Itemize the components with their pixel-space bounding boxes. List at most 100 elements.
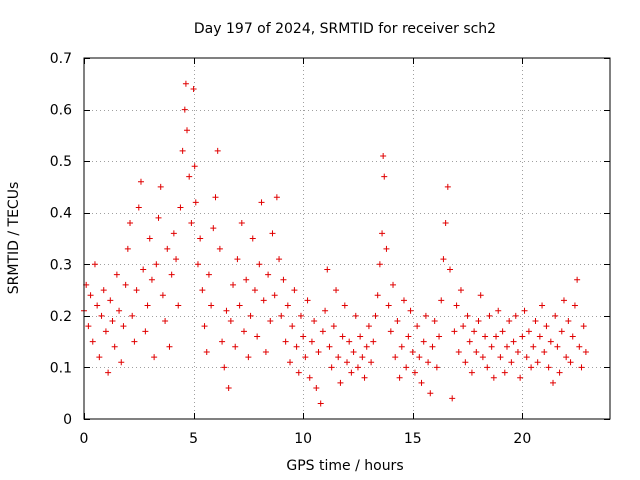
data-point xyxy=(539,302,546,309)
data-point xyxy=(348,369,355,376)
data-point xyxy=(210,225,217,232)
data-point xyxy=(300,333,307,340)
data-point xyxy=(102,328,109,335)
data-point xyxy=(203,348,210,355)
data-point xyxy=(208,302,215,309)
data-point xyxy=(282,338,289,345)
data-point xyxy=(113,271,120,278)
data-point xyxy=(293,343,300,350)
data-point xyxy=(94,302,101,309)
data-point xyxy=(440,256,447,263)
data-point xyxy=(427,390,434,397)
data-point xyxy=(392,354,399,361)
data-point xyxy=(223,307,230,314)
data-point xyxy=(238,220,245,227)
data-point xyxy=(146,235,153,242)
x-tick-label: 0 xyxy=(80,431,89,447)
data-point xyxy=(499,328,506,335)
data-point xyxy=(380,152,387,159)
data-point xyxy=(190,85,197,92)
data-point xyxy=(425,359,432,366)
data-point xyxy=(96,354,103,361)
data-point xyxy=(291,287,298,294)
data-point xyxy=(475,318,482,325)
data-point xyxy=(409,348,416,355)
data-point xyxy=(256,261,263,268)
data-point xyxy=(365,323,372,330)
data-point xyxy=(519,333,526,340)
data-point xyxy=(530,343,537,350)
data-point xyxy=(142,328,149,335)
data-point xyxy=(560,297,567,304)
data-point xyxy=(350,348,357,355)
data-point xyxy=(173,256,180,263)
data-point xyxy=(87,292,94,299)
data-point xyxy=(214,147,221,154)
data-point xyxy=(357,333,364,340)
data-point xyxy=(536,333,543,340)
data-point xyxy=(131,338,138,345)
data-point xyxy=(508,359,515,366)
data-point xyxy=(550,379,557,386)
data-point xyxy=(319,328,326,335)
data-point xyxy=(111,343,118,350)
data-point xyxy=(554,343,561,350)
data-point xyxy=(144,302,151,309)
data-point xyxy=(245,354,252,361)
data-point xyxy=(85,323,92,330)
data-point xyxy=(262,348,269,355)
x-tick-label: 5 xyxy=(189,431,198,447)
data-point xyxy=(194,261,201,268)
data-point xyxy=(166,343,173,350)
data-point xyxy=(453,302,460,309)
data-point xyxy=(501,369,508,376)
data-point xyxy=(429,343,436,350)
data-point xyxy=(473,348,480,355)
data-point xyxy=(170,230,177,237)
data-point xyxy=(354,364,361,371)
y-tick-label: 0.3 xyxy=(50,257,72,273)
data-point xyxy=(148,276,155,283)
data-point xyxy=(403,364,410,371)
data-point xyxy=(265,271,272,278)
data-point xyxy=(556,369,563,376)
data-point xyxy=(471,328,478,335)
data-point xyxy=(547,338,554,345)
data-point xyxy=(234,256,241,263)
data-point xyxy=(495,307,502,314)
data-point xyxy=(157,183,164,190)
data-point xyxy=(192,199,199,206)
data-point xyxy=(280,276,287,283)
data-point xyxy=(571,302,578,309)
data-point xyxy=(186,173,193,180)
data-point xyxy=(212,194,219,201)
data-point xyxy=(455,348,462,355)
data-point xyxy=(289,323,296,330)
data-point xyxy=(390,281,397,288)
data-point xyxy=(497,354,504,361)
data-point xyxy=(482,333,489,340)
data-point xyxy=(488,343,495,350)
data-point xyxy=(221,364,228,371)
data-point xyxy=(460,323,467,330)
data-point xyxy=(317,400,324,407)
data-point xyxy=(124,245,131,252)
data-point xyxy=(254,333,261,340)
data-point xyxy=(565,318,572,325)
data-point xyxy=(376,261,383,268)
data-point xyxy=(363,343,370,350)
data-point xyxy=(484,364,491,371)
data-point xyxy=(116,307,123,314)
x-tick-labels: 0 5 10 15 20 xyxy=(80,431,532,447)
data-point xyxy=(91,261,98,268)
data-point xyxy=(394,318,401,325)
data-point xyxy=(243,276,250,283)
data-point xyxy=(339,333,346,340)
data-point xyxy=(127,220,134,227)
data-point xyxy=(304,297,311,304)
data-point xyxy=(276,256,283,263)
data-point xyxy=(383,245,390,252)
data-point xyxy=(479,354,486,361)
data-point xyxy=(457,287,464,294)
data-point xyxy=(396,374,403,381)
